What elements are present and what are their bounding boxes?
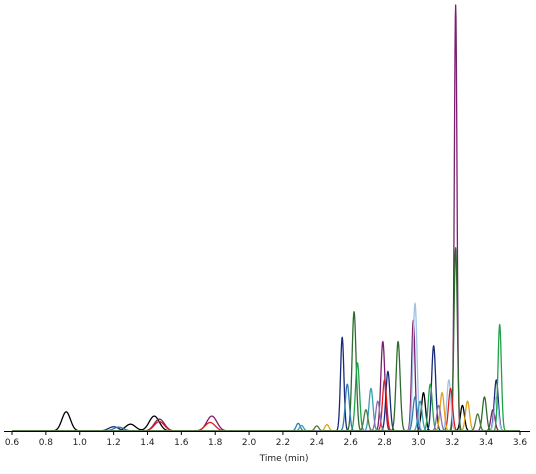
x-tick-label: 1.2 bbox=[106, 438, 120, 448]
x-tick-label: 0.6 bbox=[5, 438, 20, 448]
x-tick-label: 3.2 bbox=[445, 438, 459, 448]
x-tick-label: 1.0 bbox=[73, 438, 88, 448]
x-tick-label: 1.4 bbox=[140, 438, 155, 448]
chromatogram-trace bbox=[11, 4, 521, 432]
chromatogram-trace bbox=[11, 302, 521, 432]
x-tick-label: 3.4 bbox=[479, 438, 494, 448]
x-tick-label: 3.0 bbox=[411, 438, 426, 448]
x-tick-label: 1.8 bbox=[208, 438, 223, 448]
x-axis-ticks: 0.6 0.8 1.0 1.2 1.4 1.6 1.8 2.0 2.2 2.4 2.6 2.8 3.0 3… bbox=[5, 431, 528, 448]
x-tick-label: 1.6 bbox=[174, 438, 189, 448]
chromatogram-trace bbox=[11, 336, 521, 432]
x-tick-label: 2.8 bbox=[377, 438, 392, 448]
x-tick-label: 0.8 bbox=[39, 438, 54, 448]
x-tick-label: 2.2 bbox=[276, 438, 290, 448]
chromatogram-trace bbox=[11, 323, 521, 432]
x-tick-label: 2.4 bbox=[310, 438, 325, 448]
x-axis-label: Time (min) bbox=[259, 454, 309, 464]
x-tick-label: 2.6 bbox=[344, 438, 359, 448]
traces-group bbox=[11, 4, 521, 432]
chromatogram-trace bbox=[11, 392, 521, 432]
x-tick-label: 3.6 bbox=[513, 438, 528, 448]
x-tick-label: 2.0 bbox=[242, 438, 257, 448]
